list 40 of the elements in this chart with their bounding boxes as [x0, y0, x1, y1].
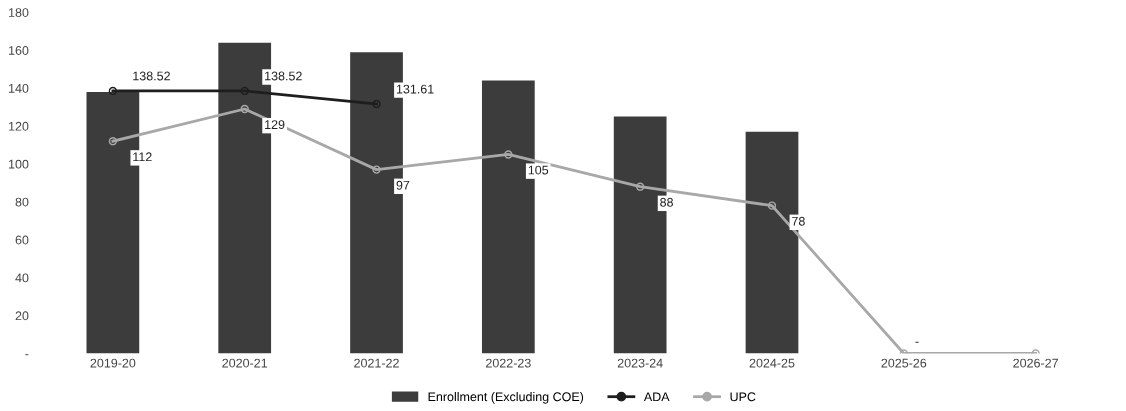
data-label: 138.52: [265, 71, 302, 81]
point: [636, 182, 645, 191]
y-tick-label: 40: [15, 273, 29, 283]
point: [372, 99, 381, 109]
point: [767, 201, 777, 210]
legend-label: Enrollment (Excluding COE): [428, 392, 584, 404]
point: [372, 165, 381, 174]
data-label: 97: [396, 180, 410, 190]
data-label: -: [915, 341, 919, 343]
x-tick-label: 2026-27: [1013, 358, 1058, 368]
x-tick-label: 2021-22: [354, 358, 399, 368]
point: [504, 150, 513, 159]
data-label: 105: [528, 165, 549, 175]
y-tick-label: 180: [9, 8, 29, 17]
data-label: 131.61: [396, 84, 434, 94]
legend-label: ADA: [643, 392, 670, 402]
y-tick-label: -: [25, 354, 29, 356]
legend-label: UPC: [730, 392, 756, 402]
y-tick-label: 100: [9, 159, 29, 169]
point: [108, 137, 118, 146]
x-tick-label: 2020-21: [222, 358, 268, 368]
y-tick-label: 120: [9, 121, 29, 131]
data-label: 112: [133, 152, 152, 162]
x-tick-label: 2022-23: [486, 358, 531, 368]
point: [108, 86, 118, 96]
data-label: 129: [265, 120, 285, 130]
y-tick-label: 140: [9, 83, 29, 93]
x-tick-label: 2024-25: [749, 358, 795, 368]
x-tick-label: 2025-26: [881, 358, 927, 368]
y-tick-label: 160: [9, 46, 29, 55]
x-tick-label: 2019-20: [90, 358, 136, 368]
data-label: 78: [792, 216, 805, 226]
y-tick-label: 20: [15, 311, 29, 321]
y-tick-label: 80: [15, 197, 29, 207]
data-label: 88: [660, 197, 673, 207]
y-tick-label: 60: [15, 235, 29, 245]
x-tick-label: 2023-24: [617, 358, 663, 368]
point: [240, 104, 249, 114]
point: [240, 86, 249, 96]
data-label: 138.52: [133, 71, 170, 81]
